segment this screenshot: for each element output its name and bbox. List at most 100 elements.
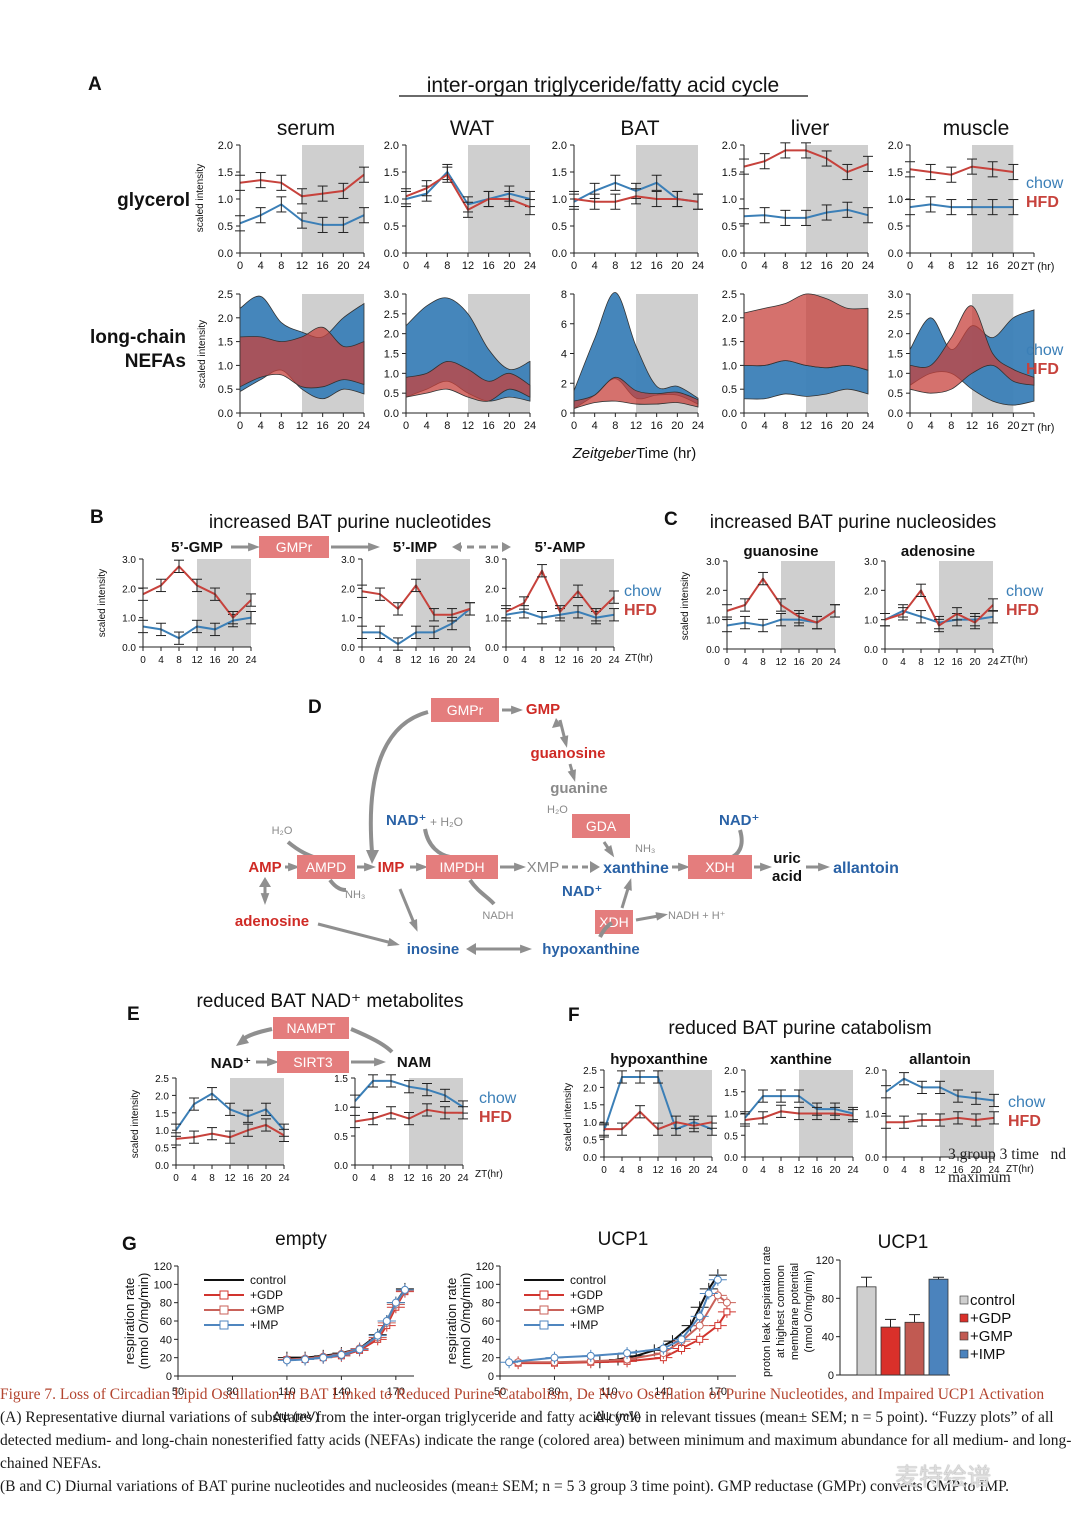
data-point <box>695 1321 704 1330</box>
x-tick-label: 12 <box>800 260 812 272</box>
legend-chow: chow <box>1008 1094 1046 1111</box>
x-tick-label: 4 <box>258 420 264 432</box>
metabolite-adenosine: adenosine <box>235 913 309 930</box>
zt-label-e: ZT(hr) <box>475 1169 503 1180</box>
y-tick-label: 2.0 <box>218 313 233 325</box>
x-tick-label: 12 <box>296 420 308 432</box>
y-axis-title-nefa: scaled intensity <box>197 320 208 388</box>
y-tick-label: 0 <box>166 1371 172 1383</box>
y-tick-label: 0.0 <box>706 645 720 656</box>
x-tick-label: 8 <box>388 1173 394 1184</box>
x-tick-label: 20 <box>503 260 515 272</box>
y-tick-label: 40 <box>160 1334 172 1346</box>
x-tick-label: 24 <box>524 420 536 432</box>
enzyme-gmpr-label: GMPr <box>447 702 484 718</box>
x-tick-label: 8 <box>444 260 450 272</box>
arrow-imp-inosine-head <box>409 919 418 932</box>
x-tick-label: 4 <box>592 260 598 272</box>
metabolite-xanthine: xanthine <box>603 860 669 877</box>
x-tick-label: 24 <box>358 260 370 272</box>
y-tick-label: 1.5 <box>218 337 233 349</box>
y-axis-title-e: scaled intensity <box>130 1090 141 1158</box>
dark-phase-shade <box>197 559 251 647</box>
metabolite-adenosine-c: adenosine <box>901 543 975 560</box>
panel-e-title: reduced BAT NAD⁺ metabolites <box>196 991 463 1012</box>
x-tick-label: 0 <box>503 655 509 666</box>
data-point <box>382 1317 391 1325</box>
x-tick-label: 12 <box>800 420 812 432</box>
y-tick-label: 1.5 <box>552 167 567 179</box>
y-tick-label: 2 <box>561 378 567 390</box>
y-tick-label: 2.0 <box>341 584 355 595</box>
caption-paragraph-bc: (B and C) Diurnal variations of BAT puri… <box>0 1478 1009 1495</box>
arrow-sirt3-nam-head <box>374 1057 386 1067</box>
arrow-gmp-gmpr-d-head <box>511 705 523 715</box>
x-tick-label: 50 <box>172 1386 184 1398</box>
metabolite-hypoxanthine: hypoxanthine <box>542 941 640 958</box>
x-tick-label: 12 <box>793 1165 805 1176</box>
x-tick-label: 4 <box>762 420 768 432</box>
arrow-hypox-xdh <box>598 921 613 938</box>
data-point <box>704 1289 713 1298</box>
x-tick-label: 20 <box>1007 420 1019 432</box>
y-axis-title-c: scaled intensity <box>680 572 691 640</box>
x-tick-label: 20 <box>841 420 853 432</box>
metabolite-hypoxanthine-f: hypoxanthine <box>610 1051 708 1068</box>
y-axis-title-f: scaled intensity <box>563 1083 574 1151</box>
panel-a-title: inter-organ triglyceride/fatty acid cycl… <box>427 74 779 97</box>
x-tick-label: 24 <box>245 655 257 666</box>
arrow-imp-impdh-head <box>416 862 428 872</box>
x-tick-label: 16 <box>428 655 440 666</box>
watermark-logo: 麦特绘谱 <box>895 1463 991 1491</box>
y-tick-label: 2.5 <box>384 309 399 321</box>
x-tick-label: 24 <box>987 657 999 668</box>
arrow-nam-nampt <box>350 1027 394 1054</box>
y-tick-label: 1.5 <box>384 349 399 361</box>
y-tick-label: 80 <box>160 1298 172 1310</box>
x-tick-label: 4 <box>258 260 264 272</box>
data-point <box>696 1335 704 1343</box>
bar-+GMP <box>904 1321 925 1376</box>
x-tick-label: 0 <box>359 655 365 666</box>
arrow-nad-impdh <box>423 828 451 859</box>
y-tick-label: 0.0 <box>888 248 903 260</box>
x-tick-label: 80 <box>226 1386 238 1398</box>
arrow-adenosine-inosine <box>317 922 397 946</box>
panel-g-title-1: UCP1 <box>598 1229 649 1250</box>
y-tick-label: 1.0 <box>724 1110 738 1121</box>
x-tick-label: 16 <box>651 260 663 272</box>
enzyme-ampd <box>297 855 355 879</box>
x-tick-label: 8 <box>612 420 618 432</box>
h2o-gda: H₂O <box>547 804 568 816</box>
x-tick-label: 16 <box>951 657 963 668</box>
x-tick-label: 110 <box>600 1386 618 1398</box>
x-tick-label: 8 <box>948 260 954 272</box>
x-tick-label: 0 <box>403 260 409 272</box>
x-tick-label: 20 <box>841 260 853 272</box>
data-point <box>677 1335 686 1344</box>
bar-y-axis-title-1: at highest common <box>775 1265 787 1358</box>
y-tick-label: 1.0 <box>218 360 233 372</box>
x-tick-label: 16 <box>987 260 999 272</box>
arrow-amp-adenosine-head <box>260 893 270 905</box>
zt-label-c: ZT(hr) <box>1000 655 1028 666</box>
y-tick-label: 0.0 <box>218 248 233 260</box>
x-tick-label: 16 <box>987 420 999 432</box>
x-tick-label: 12 <box>462 420 474 432</box>
y-tick-label: 0.0 <box>384 408 399 420</box>
bar-+GDP <box>880 1326 901 1376</box>
series-line-HFD <box>909 165 1014 176</box>
y-tick-label: 1.5 <box>155 1109 169 1120</box>
panel-f-title: reduced BAT purine catabolism <box>668 1018 931 1039</box>
area-band-HFD <box>743 293 869 371</box>
x-tick-label: 4 <box>760 1165 766 1176</box>
metabolite-uric-2: acid <box>772 868 802 885</box>
x-tick-label: 16 <box>317 260 329 272</box>
x-tick-label: 16 <box>811 1165 823 1176</box>
y-tick-label: 1.5 <box>218 167 233 179</box>
enzyme-gmpr-b-label: GMPr <box>276 539 313 555</box>
y-tick-label: 0.0 <box>724 1153 738 1164</box>
legend-hfd: HFD <box>1026 361 1059 378</box>
x-tick-label: 4 <box>928 420 934 432</box>
y-tick-label: 2.0 <box>722 313 737 325</box>
